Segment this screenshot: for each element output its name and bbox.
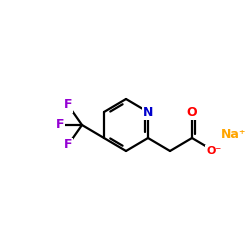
Text: F: F (56, 118, 64, 132)
Text: F: F (64, 98, 72, 112)
Text: F: F (64, 138, 72, 151)
Text: Na⁺: Na⁺ (221, 128, 247, 141)
Text: O: O (187, 106, 197, 118)
Text: O⁻: O⁻ (206, 146, 222, 156)
Text: N: N (143, 106, 153, 118)
